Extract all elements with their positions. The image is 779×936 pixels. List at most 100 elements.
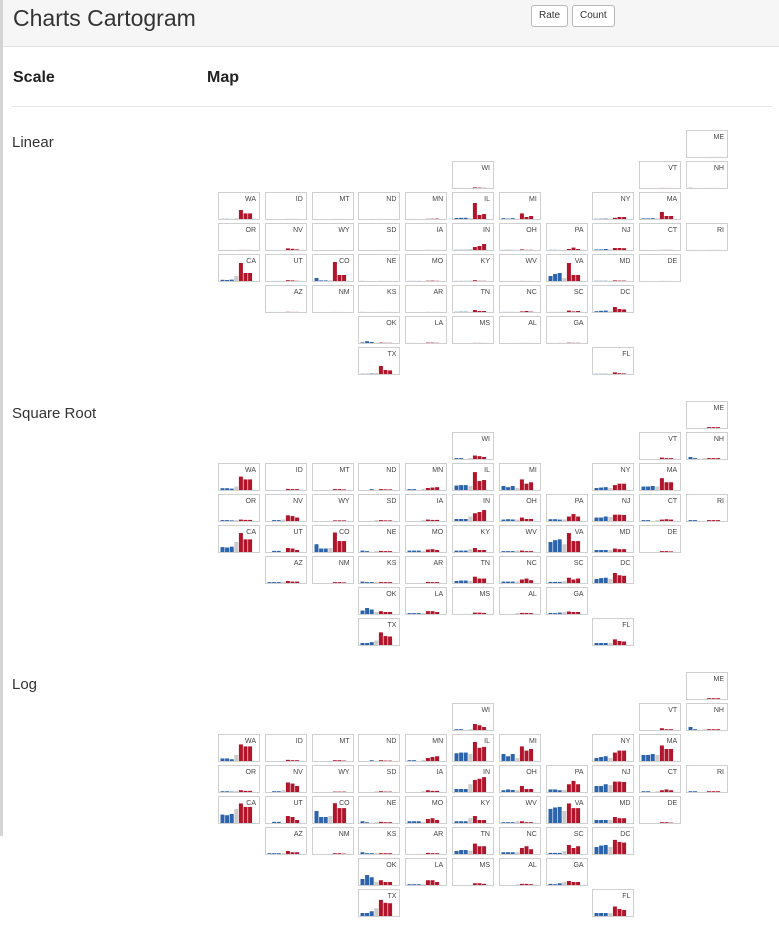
state-cell-tx[interactable]: TX xyxy=(358,889,400,917)
state-cell-nj[interactable]: NJ xyxy=(592,494,634,522)
state-cell-de[interactable]: DE xyxy=(639,525,681,553)
state-cell-fl[interactable]: FL xyxy=(592,889,634,917)
state-cell-ca[interactable]: CA xyxy=(218,796,260,824)
state-cell-mo[interactable]: MO xyxy=(405,254,447,282)
state-cell-ok[interactable]: OK xyxy=(358,316,400,344)
state-cell-ky[interactable]: KY xyxy=(452,796,494,824)
state-cell-de[interactable]: DE xyxy=(639,796,681,824)
state-cell-mt[interactable]: MT xyxy=(312,192,354,220)
state-cell-mn[interactable]: MN xyxy=(405,463,447,491)
state-cell-nc[interactable]: NC xyxy=(499,827,541,855)
state-cell-md[interactable]: MD xyxy=(592,525,634,553)
state-cell-tx[interactable]: TX xyxy=(358,618,400,646)
state-cell-ma[interactable]: MA xyxy=(639,734,681,762)
state-cell-md[interactable]: MD xyxy=(592,796,634,824)
state-cell-nd[interactable]: ND xyxy=(358,463,400,491)
state-cell-wa[interactable]: WA xyxy=(218,734,260,762)
state-cell-ga[interactable]: GA xyxy=(546,316,588,344)
state-cell-az[interactable]: AZ xyxy=(265,556,307,584)
state-cell-me[interactable]: ME xyxy=(686,130,728,158)
state-cell-ri[interactable]: RI xyxy=(686,494,728,522)
state-cell-nv[interactable]: NV xyxy=(265,223,307,251)
state-cell-va[interactable]: VA xyxy=(546,254,588,282)
state-cell-sc[interactable]: SC xyxy=(546,827,588,855)
state-cell-sd[interactable]: SD xyxy=(358,223,400,251)
state-cell-ca[interactable]: CA xyxy=(218,525,260,553)
state-cell-sd[interactable]: SD xyxy=(358,765,400,793)
state-cell-nd[interactable]: ND xyxy=(358,192,400,220)
state-cell-oh[interactable]: OH xyxy=(499,765,541,793)
state-cell-al[interactable]: AL xyxy=(499,587,541,615)
state-cell-wi[interactable]: WI xyxy=(452,432,494,460)
state-cell-in[interactable]: IN xyxy=(452,494,494,522)
state-cell-tn[interactable]: TN xyxy=(452,827,494,855)
state-cell-co[interactable]: CO xyxy=(312,796,354,824)
state-cell-ne[interactable]: NE xyxy=(358,796,400,824)
state-cell-ri[interactable]: RI xyxy=(686,223,728,251)
state-cell-ok[interactable]: OK xyxy=(358,858,400,886)
state-cell-ia[interactable]: IA xyxy=(405,494,447,522)
state-cell-ar[interactable]: AR xyxy=(405,827,447,855)
state-cell-de[interactable]: DE xyxy=(639,254,681,282)
state-cell-ct[interactable]: CT xyxy=(639,494,681,522)
state-cell-wy[interactable]: WY xyxy=(312,494,354,522)
state-cell-ia[interactable]: IA xyxy=(405,765,447,793)
state-cell-ne[interactable]: NE xyxy=(358,525,400,553)
state-cell-va[interactable]: VA xyxy=(546,796,588,824)
state-cell-in[interactable]: IN xyxy=(452,765,494,793)
state-cell-ar[interactable]: AR xyxy=(405,556,447,584)
state-cell-nm[interactable]: NM xyxy=(312,285,354,313)
state-cell-mo[interactable]: MO xyxy=(405,796,447,824)
state-cell-mi[interactable]: MI xyxy=(499,463,541,491)
state-cell-ut[interactable]: UT xyxy=(265,525,307,553)
state-cell-pa[interactable]: PA xyxy=(546,223,588,251)
state-cell-wa[interactable]: WA xyxy=(218,192,260,220)
state-cell-or[interactable]: OR xyxy=(218,765,260,793)
state-cell-ks[interactable]: KS xyxy=(358,827,400,855)
state-cell-ok[interactable]: OK xyxy=(358,587,400,615)
state-cell-ny[interactable]: NY xyxy=(592,192,634,220)
state-cell-oh[interactable]: OH xyxy=(499,494,541,522)
state-cell-id[interactable]: ID xyxy=(265,463,307,491)
state-cell-ms[interactable]: MS xyxy=(452,858,494,886)
state-cell-nh[interactable]: NH xyxy=(686,703,728,731)
state-cell-ks[interactable]: KS xyxy=(358,556,400,584)
state-cell-ar[interactable]: AR xyxy=(405,285,447,313)
state-cell-il[interactable]: IL xyxy=(452,734,494,762)
state-cell-ny[interactable]: NY xyxy=(592,463,634,491)
state-cell-md[interactable]: MD xyxy=(592,254,634,282)
state-cell-ks[interactable]: KS xyxy=(358,285,400,313)
state-cell-ms[interactable]: MS xyxy=(452,587,494,615)
state-cell-il[interactable]: IL xyxy=(452,192,494,220)
state-cell-ga[interactable]: GA xyxy=(546,587,588,615)
state-cell-ky[interactable]: KY xyxy=(452,254,494,282)
state-cell-la[interactable]: LA xyxy=(405,587,447,615)
state-cell-or[interactable]: OR xyxy=(218,223,260,251)
state-cell-vt[interactable]: VT xyxy=(639,703,681,731)
state-cell-al[interactable]: AL xyxy=(499,316,541,344)
state-cell-vt[interactable]: VT xyxy=(639,161,681,189)
state-cell-vt[interactable]: VT xyxy=(639,432,681,460)
state-cell-or[interactable]: OR xyxy=(218,494,260,522)
state-cell-nj[interactable]: NJ xyxy=(592,223,634,251)
state-cell-wy[interactable]: WY xyxy=(312,765,354,793)
state-cell-ca[interactable]: CA xyxy=(218,254,260,282)
state-cell-nm[interactable]: NM xyxy=(312,827,354,855)
state-cell-co[interactable]: CO xyxy=(312,525,354,553)
state-cell-me[interactable]: ME xyxy=(686,401,728,429)
state-cell-ri[interactable]: RI xyxy=(686,765,728,793)
state-cell-sd[interactable]: SD xyxy=(358,494,400,522)
state-cell-ky[interactable]: KY xyxy=(452,525,494,553)
state-cell-mi[interactable]: MI xyxy=(499,192,541,220)
state-cell-tn[interactable]: TN xyxy=(452,556,494,584)
state-cell-wv[interactable]: WV xyxy=(499,796,541,824)
state-cell-ut[interactable]: UT xyxy=(265,796,307,824)
state-cell-nd[interactable]: ND xyxy=(358,734,400,762)
state-cell-wv[interactable]: WV xyxy=(499,254,541,282)
state-cell-ia[interactable]: IA xyxy=(405,223,447,251)
state-cell-ne[interactable]: NE xyxy=(358,254,400,282)
state-cell-nc[interactable]: NC xyxy=(499,556,541,584)
state-cell-la[interactable]: LA xyxy=(405,858,447,886)
state-cell-va[interactable]: VA xyxy=(546,525,588,553)
state-cell-sc[interactable]: SC xyxy=(546,556,588,584)
